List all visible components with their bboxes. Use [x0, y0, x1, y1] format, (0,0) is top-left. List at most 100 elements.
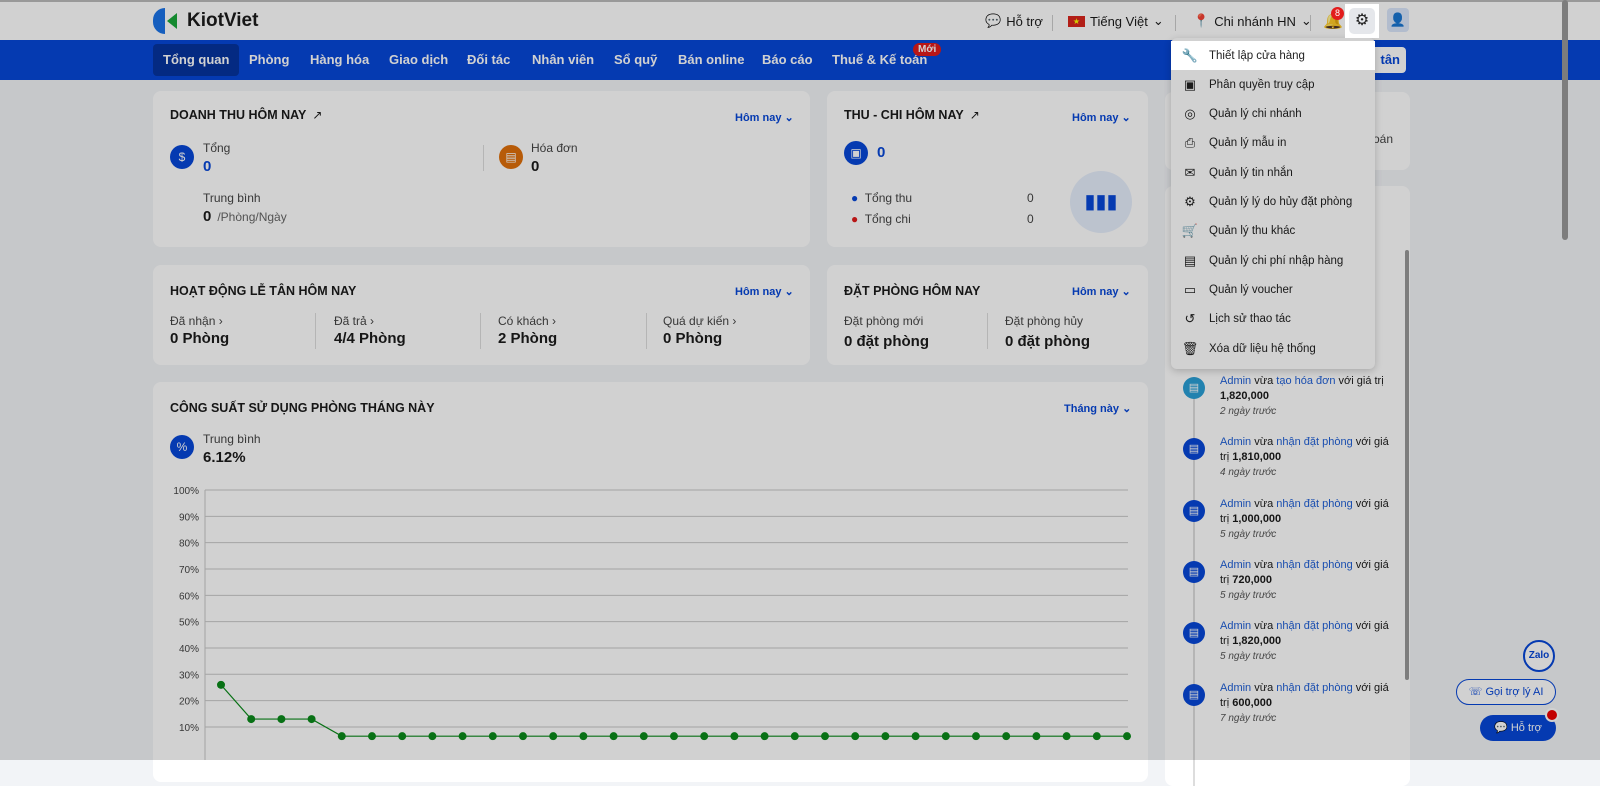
settings-menu-item[interactable]: ⚙ Quản lý lý do hủy đặt phòng: [1171, 188, 1375, 217]
vietnam-flag-icon: ★: [1068, 15, 1085, 27]
kiotviet-logo[interactable]: KiotViet: [153, 8, 258, 34]
revenue-filter[interactable]: Hôm nay ⌄: [735, 112, 794, 124]
ai-assistant-button[interactable]: ☏ Gọi trợ lý AI: [1456, 679, 1556, 705]
reception-card: HOẠT ĐỘNG LỄ TÂN HÔM NAY Hôm nay ⌄ Đã nh…: [153, 265, 810, 365]
data-point: [579, 732, 588, 741]
nav-reports[interactable]: Báo cáo: [762, 52, 813, 67]
printer-icon: ⎙: [1184, 135, 1196, 151]
alert-dot: [1545, 708, 1559, 722]
activity-scrollbar[interactable]: [1405, 250, 1409, 680]
settings-dropdown: [1171, 38, 1375, 369]
data-point: [247, 715, 256, 724]
activity-item: Admin vừa tạo hóa đơn với giá trị 1,820,…: [1220, 375, 1384, 417]
card-header: DOANH THU HÔM NAY ↗: [170, 108, 322, 122]
settings-menu-item[interactable]: 🔧 Thiết lập cửa hàng: [1171, 41, 1375, 70]
phone-icon: ☏: [1468, 686, 1483, 698]
cart-icon: 🛒: [1181, 223, 1199, 239]
support-chat-button[interactable]: 💬 Hỗ trợ: [1480, 715, 1556, 741]
nav-staff[interactable]: Nhân viên: [532, 52, 595, 67]
zalo-button[interactable]: Zalo: [1523, 640, 1555, 672]
cashflow-filter[interactable]: Hôm nay ⌄: [1072, 112, 1131, 124]
data-point: [972, 732, 980, 741]
settings-menu-item[interactable]: ▤ Quản lý chi phí nhập hàng: [1171, 246, 1375, 275]
settings-menu-item[interactable]: 🛒 Quản lý thu khác: [1171, 217, 1375, 246]
box-dollar-icon: ▤: [1183, 252, 1197, 268]
activity-document-icon: ▤: [1183, 622, 1205, 645]
data-point: [307, 715, 316, 724]
data-point: [458, 732, 467, 741]
settings-menu-item[interactable]: ↺ Lịch sử thao tác: [1171, 305, 1375, 334]
revenue-card: DOANH THU HÔM NAY ↗ Hôm nay ⌄ $ Tổng 0 ▤…: [153, 91, 810, 247]
cashflow-card: THU - CHI HÔM NAY ↗ Hôm nay ⌄ ▣ 0 ● Tổng…: [827, 91, 1148, 247]
avatar[interactable]: 👤: [1387, 8, 1409, 32]
activity-document-icon: ▤: [1183, 377, 1205, 399]
nav-cashbook[interactable]: Sổ quỹ: [614, 52, 658, 67]
stat-occupied[interactable]: Có khách ›: [498, 314, 557, 328]
envelope-icon: ✉: [1184, 164, 1196, 180]
voucher-icon: ▭: [1183, 281, 1197, 297]
data-point: [398, 732, 407, 741]
nav-online-sales[interactable]: Bán online: [678, 52, 745, 67]
chevron-down-icon: ⌄: [1152, 13, 1164, 28]
nav-goods[interactable]: Hàng hóa: [310, 52, 370, 67]
settings-menu-item[interactable]: ▭ Quản lý voucher: [1171, 275, 1375, 304]
data-point: [760, 732, 769, 741]
activity-document-icon: ▤: [1183, 438, 1205, 461]
branch-select[interactable]: 📍 Chi nhánh HN ⌄: [1193, 13, 1312, 29]
nav-overview[interactable]: Tổng quan: [153, 44, 240, 76]
revenue-average-unit: /Phòng/Ngày: [217, 210, 287, 224]
settings-menu-item[interactable]: ✉ Quản lý tin nhắn: [1171, 158, 1375, 187]
revenue-total: 0: [203, 158, 212, 175]
y-tick-label: 30%: [179, 670, 199, 681]
nav-partners[interactable]: Đối tác: [467, 52, 511, 67]
data-point: [821, 732, 829, 741]
nav-tax-accounting[interactable]: Thuế & Kế toán: [832, 52, 928, 67]
invoice-icon: ▤: [499, 145, 523, 169]
data-point: [519, 732, 527, 741]
support-link[interactable]: 💬 Hỗ trợ: [985, 13, 1043, 29]
trash-icon: 🗑: [1181, 340, 1199, 356]
settings-button[interactable]: ⚙: [1345, 4, 1379, 38]
new-badge: Mới: [913, 43, 942, 56]
activity-item: Admin vừa nhận đặt phòng với giá trị 1,8…: [1220, 620, 1389, 663]
stat-received[interactable]: Đã nhận ›: [170, 314, 223, 328]
chat-icon: 💬: [985, 13, 1002, 28]
stat-overdue[interactable]: Quá dự kiến ›: [663, 314, 737, 328]
card-header: THU - CHI HÔM NAY ↗: [844, 108, 980, 122]
occupancy-line-chart: 10% 20% 30% 40% 50% 60% 70% 80% 90% 100%: [173, 486, 1131, 760]
data-point: [941, 732, 950, 741]
activity-item: Admin vừa nhận đặt phòng với giá trị 1,0…: [1220, 497, 1389, 540]
booking-filter[interactable]: Hôm nay ⌄: [1072, 286, 1131, 298]
external-link-icon[interactable]: ↗: [969, 108, 980, 122]
wrench-icon: 🔧: [1181, 47, 1199, 63]
stat-checked-out[interactable]: Đã trả ›: [334, 314, 375, 328]
data-point: [428, 732, 437, 741]
reception-filter[interactable]: Hôm nay ⌄: [735, 286, 794, 298]
activity-document-icon: ▤: [1183, 560, 1205, 583]
invoice-count: 0: [531, 158, 540, 175]
data-point: [911, 732, 920, 741]
location-pin-icon: 📍: [1193, 13, 1210, 28]
y-tick-label: 100%: [173, 486, 199, 497]
data-point: [1062, 732, 1071, 741]
revenue-average: 0: [203, 208, 212, 225]
card-title: THU - CHI HÔM NAY: [844, 108, 964, 122]
location-check-icon: ◎: [1184, 106, 1196, 122]
occupancy-card: CÔNG SUẤT SỬ DỤNG PHÒNG THÁNG NÀY Tháng …: [153, 382, 1148, 782]
settings-menu-item[interactable]: ▣ Phân quyền truy cập: [1171, 70, 1375, 99]
reception-button[interactable]: tân: [1370, 47, 1406, 73]
activity-document-icon: ▤: [1183, 683, 1205, 706]
language-select[interactable]: ★ Tiếng Việt ⌄: [1068, 13, 1164, 29]
settings-menu-item[interactable]: ◎ Quản lý chi nhánh: [1171, 100, 1375, 129]
data-point: [730, 732, 739, 741]
occupancy-filter[interactable]: Tháng này ⌄: [1064, 403, 1132, 415]
y-tick-label: 80%: [179, 539, 199, 550]
page-scrollbar[interactable]: [1562, 0, 1568, 240]
nav-rooms[interactable]: Phòng: [249, 52, 290, 67]
data-point: [881, 732, 890, 741]
nav-transactions[interactable]: Giao dịch: [389, 52, 449, 67]
settings-menu-item[interactable]: ⎙ Quản lý mẫu in: [1171, 129, 1375, 158]
external-link-icon[interactable]: ↗: [312, 108, 323, 122]
data-point: [1123, 732, 1131, 741]
settings-menu-item[interactable]: 🗑 Xóa dữ liệu hệ thống: [1171, 334, 1375, 363]
